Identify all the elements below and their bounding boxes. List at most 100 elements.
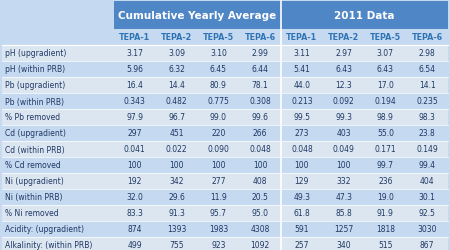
Text: 3.11: 3.11 bbox=[293, 49, 310, 58]
Text: 266: 266 bbox=[253, 129, 267, 138]
Text: 0.149: 0.149 bbox=[416, 145, 438, 154]
Text: 0.048: 0.048 bbox=[249, 145, 271, 154]
Text: 6.32: 6.32 bbox=[168, 65, 185, 74]
Text: 11.9: 11.9 bbox=[210, 193, 227, 202]
Bar bbox=[2, 46, 448, 62]
Text: 0.775: 0.775 bbox=[207, 97, 230, 106]
Text: 100: 100 bbox=[169, 161, 184, 170]
Text: 6.43: 6.43 bbox=[335, 65, 352, 74]
Bar bbox=[2, 237, 448, 250]
Text: 236: 236 bbox=[378, 177, 392, 186]
Text: 92.5: 92.5 bbox=[418, 209, 436, 218]
Bar bbox=[2, 30, 448, 46]
Text: 3030: 3030 bbox=[418, 224, 437, 234]
Text: 1092: 1092 bbox=[251, 240, 270, 250]
Text: 0.048: 0.048 bbox=[291, 145, 313, 154]
Bar bbox=[2, 221, 448, 237]
Text: 14.1: 14.1 bbox=[419, 81, 436, 90]
Text: Pb (upgradient): Pb (upgradient) bbox=[5, 81, 65, 90]
Text: 499: 499 bbox=[127, 240, 142, 250]
Text: 755: 755 bbox=[169, 240, 184, 250]
Text: 342: 342 bbox=[169, 177, 184, 186]
Text: 96.7: 96.7 bbox=[168, 113, 185, 122]
Text: 29.6: 29.6 bbox=[168, 193, 185, 202]
Text: 5.41: 5.41 bbox=[293, 65, 310, 74]
Text: 0.049: 0.049 bbox=[333, 145, 355, 154]
Bar bbox=[2, 110, 448, 126]
Text: 192: 192 bbox=[128, 177, 142, 186]
Text: 6.44: 6.44 bbox=[252, 65, 269, 74]
Text: 2.98: 2.98 bbox=[419, 49, 436, 58]
Text: 6.54: 6.54 bbox=[418, 65, 436, 74]
Text: 0.041: 0.041 bbox=[124, 145, 146, 154]
Text: 3.10: 3.10 bbox=[210, 49, 227, 58]
Bar bbox=[2, 78, 448, 94]
Text: Pb (within PRB): Pb (within PRB) bbox=[5, 97, 64, 106]
Bar bbox=[114, 2, 281, 30]
Text: 99.6: 99.6 bbox=[252, 113, 269, 122]
Text: Cd (within PRB): Cd (within PRB) bbox=[5, 145, 65, 154]
Text: 3.17: 3.17 bbox=[126, 49, 143, 58]
Text: 91.9: 91.9 bbox=[377, 209, 394, 218]
Text: TEPA-2: TEPA-2 bbox=[161, 33, 192, 42]
Text: 44.0: 44.0 bbox=[293, 81, 310, 90]
Text: 1393: 1393 bbox=[167, 224, 186, 234]
Text: 6.43: 6.43 bbox=[377, 65, 394, 74]
Text: 0.235: 0.235 bbox=[416, 97, 438, 106]
Text: 1983: 1983 bbox=[209, 224, 228, 234]
Text: 100: 100 bbox=[295, 161, 309, 170]
Text: 80.9: 80.9 bbox=[210, 81, 227, 90]
Text: 515: 515 bbox=[378, 240, 392, 250]
Text: TEPA-5: TEPA-5 bbox=[370, 33, 401, 42]
Text: 98.9: 98.9 bbox=[377, 113, 394, 122]
Text: 220: 220 bbox=[211, 129, 225, 138]
Bar bbox=[2, 94, 448, 110]
Text: % Pb removed: % Pb removed bbox=[5, 113, 60, 122]
Bar bbox=[2, 2, 114, 30]
Text: 2.97: 2.97 bbox=[335, 49, 352, 58]
Text: 277: 277 bbox=[211, 177, 225, 186]
Text: 2011 Data: 2011 Data bbox=[334, 11, 395, 21]
Bar bbox=[2, 157, 448, 173]
Text: 83.3: 83.3 bbox=[126, 209, 143, 218]
Text: 19.0: 19.0 bbox=[377, 193, 394, 202]
Text: 0.092: 0.092 bbox=[333, 97, 355, 106]
Text: 47.3: 47.3 bbox=[335, 193, 352, 202]
Text: 0.213: 0.213 bbox=[291, 97, 313, 106]
Text: pH (within PRB): pH (within PRB) bbox=[5, 65, 65, 74]
Text: 61.8: 61.8 bbox=[293, 209, 310, 218]
Text: 0.090: 0.090 bbox=[207, 145, 230, 154]
Text: 867: 867 bbox=[420, 240, 434, 250]
Text: 0.171: 0.171 bbox=[374, 145, 396, 154]
Text: 49.3: 49.3 bbox=[293, 193, 310, 202]
Text: 32.0: 32.0 bbox=[126, 193, 143, 202]
Text: 55.0: 55.0 bbox=[377, 129, 394, 138]
Text: 91.3: 91.3 bbox=[168, 209, 185, 218]
Bar bbox=[2, 189, 448, 205]
Text: 20.5: 20.5 bbox=[252, 193, 269, 202]
Text: pH (upgradient): pH (upgradient) bbox=[5, 49, 67, 58]
Text: 0.308: 0.308 bbox=[249, 97, 271, 106]
Text: 5.96: 5.96 bbox=[126, 65, 144, 74]
Text: 100: 100 bbox=[128, 161, 142, 170]
Text: TEPA-2: TEPA-2 bbox=[328, 33, 359, 42]
Text: 4308: 4308 bbox=[251, 224, 270, 234]
Text: 99.4: 99.4 bbox=[418, 161, 436, 170]
Text: 16.4: 16.4 bbox=[126, 81, 143, 90]
Text: 451: 451 bbox=[169, 129, 184, 138]
Text: 257: 257 bbox=[295, 240, 309, 250]
Text: 404: 404 bbox=[420, 177, 434, 186]
Text: 97.9: 97.9 bbox=[126, 113, 144, 122]
Text: TEPA-1: TEPA-1 bbox=[286, 33, 317, 42]
Text: 99.3: 99.3 bbox=[335, 113, 352, 122]
Text: Ni (within PRB): Ni (within PRB) bbox=[5, 193, 63, 202]
Text: 17.0: 17.0 bbox=[377, 81, 394, 90]
Bar bbox=[2, 205, 448, 221]
Bar bbox=[2, 173, 448, 189]
Bar bbox=[281, 2, 448, 30]
Text: % Cd removed: % Cd removed bbox=[5, 161, 61, 170]
Text: 591: 591 bbox=[295, 224, 309, 234]
Text: 99.0: 99.0 bbox=[210, 113, 227, 122]
Text: 129: 129 bbox=[295, 177, 309, 186]
Text: Acidity: (upgradient): Acidity: (upgradient) bbox=[5, 224, 84, 234]
